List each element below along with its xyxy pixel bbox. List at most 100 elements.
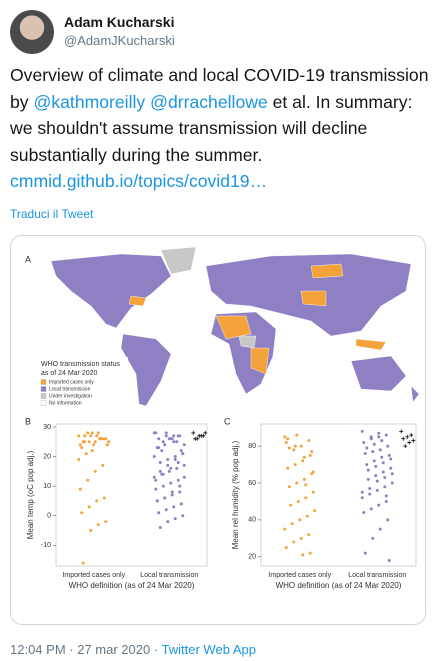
data-point [384,499,388,503]
data-point [182,443,186,447]
tweet-link[interactable]: @kathmoreilly [33,91,146,112]
tweet-link[interactable]: cmmid.github.io/topics/covid19… [10,171,268,191]
tweet-footer: 12:04 PM · 27 mar 2020 · Twitter Web App [10,642,256,657]
data-point [172,505,176,509]
data-point [374,464,378,468]
x-axis-title: WHO definition (as of 24 Mar 2020) [69,581,195,590]
author-name[interactable]: Adam Kucharski [64,14,175,30]
map-region [350,355,407,392]
data-point [304,483,308,487]
data-point [307,439,311,443]
data-point [181,452,185,456]
data-point [80,511,84,515]
data-point [105,443,109,447]
data-point [95,434,99,438]
plot-frame [260,423,417,567]
data-point [307,533,311,537]
data-point [104,437,108,441]
data-cross [407,440,412,445]
legend-label: Local transmission [49,386,91,392]
data-point [375,488,379,492]
data-point [78,443,82,447]
data-point [90,449,94,453]
y-tick-label: 0 [47,513,51,520]
data-point [295,433,299,437]
data-point [89,529,93,532]
legend-label: Under investigation [49,393,92,399]
data-point [360,496,364,500]
data-point [295,481,299,485]
legend-label: Imported cases only [49,379,94,385]
data-point [387,453,391,457]
data-point [302,477,306,481]
data-point [301,553,305,557]
data-point [292,448,296,452]
data-point [78,487,82,491]
data-point [154,478,158,482]
map-legend: WHO transmission status as of 24 Mar 202… [38,357,128,411]
data-point [383,485,387,489]
panel-label: C [224,416,231,426]
data-point [362,440,366,444]
data-point [387,558,391,562]
y-tick-label: 60 [248,480,256,487]
figure: A WHO transmission status as of 24 Mar 2… [11,236,425,624]
panel-label: A [25,254,31,264]
data-point [378,448,382,452]
map-region [310,263,344,279]
world-map [50,246,420,407]
data-point [299,536,303,540]
data-cross [411,438,416,443]
data-point [374,474,378,478]
data-point [84,452,88,456]
data-point [178,434,182,438]
data-point [152,475,156,479]
data-point [86,478,90,482]
data-point [158,526,162,530]
source-link[interactable]: Twitter Web App [161,642,256,657]
data-point [384,494,388,498]
tweet-link[interactable]: @drrachellowe [150,91,268,112]
data-point [175,466,179,470]
translate-link[interactable]: Traduci il Tweet [10,207,94,221]
data-point [173,458,177,461]
legend-box [38,357,128,411]
data-point [104,520,108,524]
data-point [286,437,290,441]
data-point [90,431,94,435]
y-tick-label: 80 [248,443,256,450]
data-point [102,496,106,500]
tweet-text: Overview of climate and local COVID-19 t… [10,62,430,195]
data-point [360,490,364,494]
data-point [155,499,159,503]
tweet-image[interactable]: A WHO transmission status as of 24 Mar 2… [10,235,426,625]
data-point [152,455,156,459]
data-point [81,561,85,565]
map-region [120,333,172,407]
data-point [182,463,186,467]
data-point [154,431,158,435]
data-point [163,443,167,447]
timestamp[interactable]: 12:04 PM · 27 mar 2020 · [10,642,159,657]
data-point [172,434,176,438]
data-point [292,540,296,544]
data-point [161,440,165,444]
data-point [308,551,312,555]
data-point [293,463,297,467]
data-point [77,458,81,461]
data-point [169,481,173,485]
legend-swatch [40,400,47,406]
y-tick-label: 30 [43,424,51,431]
plot-frame [55,423,208,567]
data-point [176,478,180,482]
y-tick-label: -10 [41,542,51,549]
data-point [157,446,161,450]
data-point [172,440,176,444]
data-point [386,518,390,522]
data-point [164,431,168,435]
data-point [101,463,105,467]
author-handle[interactable]: @AdamJKucharski [64,33,175,48]
avatar[interactable] [10,10,54,54]
x-tick-label: Local transmission [348,572,406,579]
x-tick-label: Imported cases only [62,572,125,579]
